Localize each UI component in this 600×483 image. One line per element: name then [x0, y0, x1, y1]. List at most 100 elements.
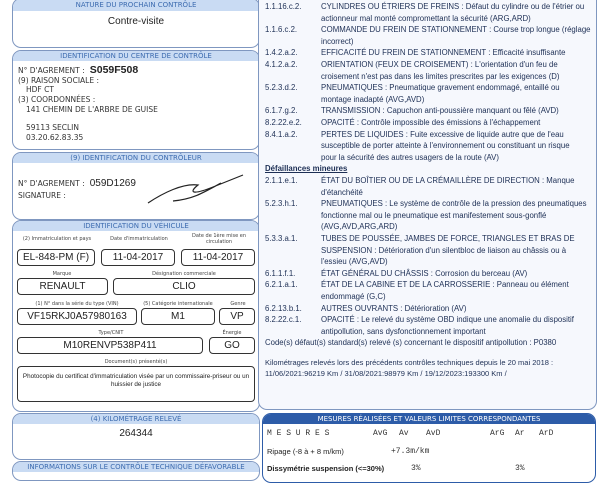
kilometrage-value: 264344 [119, 428, 153, 439]
controleur-section: (9) Identification du contrôleur N° D'AG… [12, 152, 260, 220]
energie-field: GO [209, 337, 255, 354]
section-header: Mesures réalisées et valeurs limites cor… [263, 414, 595, 424]
controleur-agrement: N° D'AGREMENT : 059D1269 [18, 175, 136, 190]
dissym-av: 3% [411, 464, 421, 473]
defaut-line: susceptible de porter atteinte à l'envir… [265, 140, 570, 152]
label: Type/CNIT [98, 330, 124, 336]
defaut-text: EFFICACITÉ DU FREIN DE STATIONNEMENT : E… [321, 48, 566, 58]
date-immat-field: 11-04-2017 [101, 249, 175, 266]
informations-section: Informations sur le contrôle technique d… [12, 461, 260, 481]
defaut-code: 1.1.16.c.2. [265, 2, 302, 11]
defaut-code: 2.1.1.e.1. [265, 176, 298, 185]
col-avg: AvG [373, 429, 388, 438]
agrement-value: S059F508 [89, 64, 139, 76]
defaut-code: 1.1.6.c.2. [265, 25, 298, 35]
dissym-ar: 3% [515, 464, 525, 473]
defaut-text: PNEUMATIQUES : Pneumatique gravement end… [321, 83, 560, 93]
label: N° D'AGREMENT : [18, 66, 85, 75]
immat-field: EL-848-PM (F) [17, 249, 95, 266]
section-header: (9) Identification du contrôleur [13, 153, 259, 163]
defaut-code: 6.1.7.g.2. [265, 106, 298, 116]
col-ar: Ar [515, 429, 525, 438]
label: Marque [52, 271, 72, 277]
defaut-line: 5.3.3.a.1. TUBES DE POUSSÉE, JAMBES DE FO… [265, 233, 575, 245]
defaut-line: 6.1.7.g.2. TRANSMISSION : Capuchon anti-p… [265, 105, 559, 117]
defaut-line: 6.2.13.b.1. AUTRES OUVRANTS : Détériorati… [265, 303, 466, 315]
defaut-line: fonctionne mal ou le pneumatique est man… [265, 210, 546, 222]
code-defaut: Code(s) défaut(s) standard(s) relevé (s)… [265, 338, 557, 348]
categorie-field: M1 [141, 308, 215, 325]
defaut-code: 8.4.1.a.2. [265, 129, 298, 139]
centre-agrement: N° D'AGREMENT : S059F508 [18, 62, 138, 76]
label: Date de 1ère mise en circulation [191, 233, 247, 245]
defaut-line: actionneur mal monté compromettant la sé… [265, 13, 531, 25]
defaut-line: 1.4.2.a.2. EFFICACITÉ DU FREIN DE STATION… [265, 47, 566, 59]
label: Genre [230, 301, 246, 307]
defaut-code: 4.1.2.a.2. [265, 60, 298, 69]
defaut-line: croisement n'est pas dans les limites pr… [265, 71, 560, 83]
defaut-code: 6.2.13.b.1. [265, 303, 302, 313]
defaut-line: (AVG,AVD,ARG,ARD) [265, 221, 397, 233]
defaut-line: incorrect) [265, 36, 354, 48]
km-history: 11/06/2021:96219 Km / 31/08/2021:98979 K… [265, 368, 507, 378]
defaut-line: 1.1.6.c.2. COMMANDE DU FREIN DE STATIONNE… [265, 24, 591, 36]
col-av: Av [399, 429, 409, 438]
defaut-line: antipollution, sans dysfonctionnement im… [265, 326, 486, 338]
city: 59113 SECLIN [26, 123, 79, 132]
label: Énergie [222, 330, 242, 336]
label: (1) N° dans la série du type (VIN) [35, 301, 119, 307]
defaut-line: 6.2.1.a.1. ÉTAT DE LA CABINE ET DE LA CAR… [265, 279, 569, 291]
defaut-code: 6.2.1.a.1. [265, 280, 298, 290]
nature-section: Nature du prochain contrôle Contre-visit… [12, 0, 260, 48]
kilometrage-section: (4) Kilométrage relevé 264344 [12, 413, 260, 460]
vin-field: VF15RKJ0A57980163 [17, 308, 137, 325]
defaut-line: 2.1.1.e.1. ÉTAT DU BOÎTIER OU DE LA CRÉMA… [265, 175, 574, 187]
dissym-label: Dissymétrie suspension (<=30%) [267, 464, 385, 473]
defaut-text: pour la sécurité des autres usagers de l… [321, 152, 499, 162]
defaut-line: 8.4.1.a.2. PERTES DE LIQUIDES : Fuite exc… [265, 129, 564, 141]
defaut-text: ÉTAT DU BOÎTIER OU DE LA CRÉMAILLÈRE DE … [321, 176, 575, 185]
defaut-text: AUTRES OUVRANTS : Détérioration (AV) [321, 303, 467, 313]
defaut-text: PERTES DE LIQUIDES : Fuite excessive de … [321, 129, 564, 139]
defaut-text: fonctionne mal ou le pneumatique est man… [321, 210, 547, 220]
defaut-line: 5.2.3.h.1. PNEUMATIQUES : Le système de c… [265, 198, 587, 210]
section-header: (4) Kilométrage relevé [13, 414, 259, 424]
label: N° D'AGREMENT : [18, 179, 85, 188]
defaut-code: 8.2.22.e.2. [265, 118, 302, 127]
defaut-code: 8.2.22.c.1. [265, 315, 302, 325]
phone: 03.20.62.83.35 [26, 133, 84, 142]
ripage-value: +7.3m/km [391, 447, 430, 456]
type-field: M10RENVP538P411 [17, 337, 203, 354]
defaut-text: montage inadapté (AVG,AVD) [321, 94, 425, 104]
section-header: Informations sur le contrôle technique d… [13, 462, 259, 472]
defaut-text: ÉTAT GÉNÉRAL DU CHÂSSIS : Corrosion du b… [321, 268, 528, 278]
defaut-text: TRANSMISSION : Capuchon anti-poussière m… [321, 106, 559, 116]
date-circ-field: 11-04-2017 [181, 249, 255, 266]
address: 141 CHEMIN DE L'ARBRE DE GUISE [26, 105, 158, 114]
defaut-line: 8.2.22.e.2. OPACITÉ : Contrôle impossible… [265, 117, 540, 129]
mesures-title: M E S U R E S [267, 429, 330, 438]
defaut-line: l'essieu (AVG,AVD) [265, 256, 388, 268]
defaut-code: 5.2.3.h.1. [265, 199, 298, 209]
defaut-code: 5.2.3.d.2. [265, 83, 298, 93]
label: (5) Catégorie internationale [143, 301, 213, 307]
col-ard: ArD [539, 429, 554, 438]
label: Document(s) présenté(s) [104, 359, 168, 365]
agrement-value: 059D1269 [89, 178, 136, 189]
defaut-text: OPACITÉ : Le relevé du système OBD indiq… [321, 315, 574, 325]
defaut-text: SUSPENSION : Détérioration d'un silentbl… [321, 245, 567, 255]
defaut-line: SUSPENSION : Détérioration d'un silentbl… [265, 245, 566, 257]
defaut-line: montage inadapté (AVG,AVD) [265, 94, 424, 106]
defaut-text: (AVG,AVD,ARG,ARD) [321, 222, 398, 232]
signature-image [147, 174, 244, 204]
col-arg: ArG [490, 429, 505, 438]
defaut-line: pour la sécurité des autres usagers de l… [265, 152, 499, 164]
defaut-text: susceptible de porter atteinte à l'envir… [321, 141, 570, 151]
defaut-text: ORIENTATION (FEUX DE CROISEMENT) : L'ori… [321, 60, 558, 69]
defaut-text: actionneur mal monté compromettant la sé… [321, 13, 531, 23]
signature-label: SIGNATURE : [18, 191, 66, 200]
defaut-text: COMMANDE DU FREIN DE STATIONNEMENT : Cou… [321, 25, 591, 35]
section-header: Identification du centre de contrôle [13, 51, 259, 61]
genre-field: VP [219, 308, 255, 325]
label: Date d'immatriculation [110, 236, 168, 242]
